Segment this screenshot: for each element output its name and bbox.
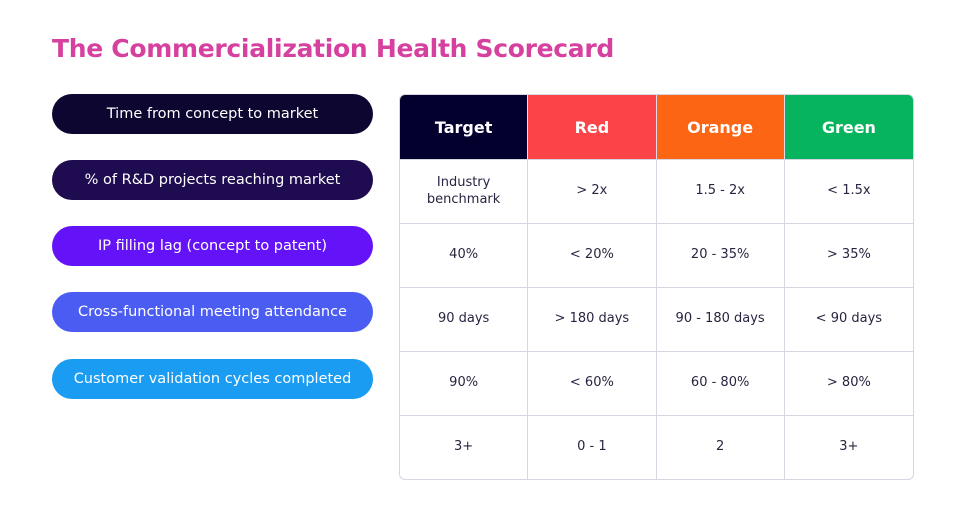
cell-orange: 60 - 80% [656,351,785,415]
cell-green: 3+ [784,415,913,479]
cell-red: > 2x [528,159,657,223]
page-title: The Commercialization Health Scorecard [52,34,615,63]
metric-pill: % of R&D projects reaching market [52,160,373,200]
header-green: Green [784,95,913,159]
cell-orange: 2 [656,415,785,479]
cell-green: > 35% [784,223,913,287]
cell-target: 40% [400,223,529,287]
cell-orange: 90 - 180 days [656,287,785,351]
cell-green: < 1.5x [784,159,913,223]
cell-red: < 60% [528,351,657,415]
metric-pill: Time from concept to market [52,94,373,134]
cell-green: > 80% [784,351,913,415]
cell-orange: 1.5 - 2x [656,159,785,223]
metric-pill: IP filling lag (concept to patent) [52,226,373,266]
header-orange: Orange [656,95,785,159]
cell-target: 90 days [400,287,529,351]
cell-orange: 20 - 35% [656,223,785,287]
cell-red: < 20% [528,223,657,287]
cell-red: > 180 days [528,287,657,351]
header-target: Target [400,95,529,159]
scorecard-table: Target Red Orange Green Industry benchmark > … [399,94,914,480]
header-red: Red [528,95,657,159]
cell-green: < 90 days [784,287,913,351]
cell-red: 0 - 1 [528,415,657,479]
cell-target: Industry benchmark [400,159,529,223]
cell-target: 90% [400,351,529,415]
cell-target: 3+ [400,415,529,479]
metric-pill: Customer validation cycles completed [52,359,373,399]
metric-pill: Cross-functional meeting attendance [52,292,373,332]
